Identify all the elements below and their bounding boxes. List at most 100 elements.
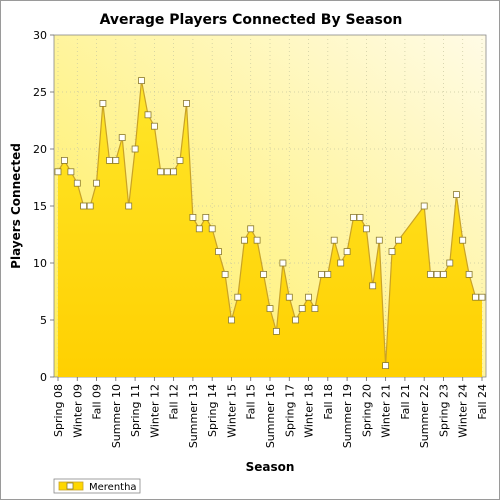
y-tick-label: 25 [33, 86, 47, 99]
data-point [228, 316, 235, 324]
data-point [292, 316, 300, 324]
x-tick-label: Spring 17 [283, 384, 296, 437]
x-tick-label: Spring 20 [360, 384, 373, 437]
data-point [362, 225, 370, 233]
legend-label: Merentha [89, 482, 137, 493]
data-point [266, 305, 274, 313]
data-point [420, 202, 428, 210]
data-point [382, 362, 390, 370]
data-point [118, 134, 126, 142]
data-point [337, 259, 345, 267]
data-point [343, 248, 351, 256]
x-tick-label: Fall 15 [245, 384, 258, 420]
data-point [125, 202, 133, 210]
data-point [253, 236, 261, 244]
x-tick-label: Fall 21 [399, 384, 412, 420]
data-point [170, 168, 178, 176]
data-point [131, 145, 139, 153]
y-tick-label: 10 [33, 257, 47, 270]
y-tick-label: 30 [33, 29, 47, 42]
data-point [93, 179, 100, 187]
x-tick-label: Summer 13 [187, 384, 200, 448]
y-axis-ticks: 0 5 10 15 20 25 30 [33, 29, 54, 384]
y-tick-label: 5 [40, 314, 47, 327]
data-point [112, 156, 120, 164]
data-point [195, 225, 203, 233]
data-point [215, 248, 222, 256]
data-point [465, 270, 473, 278]
data-point [106, 156, 113, 164]
data-point [478, 293, 486, 301]
data-point [54, 168, 62, 176]
y-tick-label: 20 [33, 143, 47, 156]
y-tick-label: 0 [40, 371, 47, 384]
x-tick-label: Fall 24 [476, 384, 489, 420]
data-point [433, 270, 441, 278]
data-point [356, 213, 364, 221]
data-point [99, 100, 107, 107]
x-tick-label: Spring 23 [438, 384, 451, 437]
data-point [150, 122, 158, 130]
data-point [272, 327, 280, 335]
x-tick-label: Winter 18 [303, 384, 316, 438]
data-point [350, 213, 357, 221]
chart-title: Average Players Connected By Season [100, 12, 403, 28]
data-point [330, 236, 338, 244]
x-tick-label: Summer 16 [264, 384, 277, 448]
data-point [324, 270, 332, 278]
data-point [305, 293, 312, 301]
data-point [163, 168, 171, 176]
data-point [183, 100, 190, 107]
data-point [388, 248, 396, 256]
data-point [375, 236, 383, 244]
data-point [427, 270, 434, 278]
data-point [279, 259, 287, 267]
data-point [138, 77, 145, 84]
data-point [61, 156, 68, 164]
data-point [144, 111, 152, 119]
data-point [446, 259, 454, 267]
data-point [67, 168, 75, 176]
x-tick-label: Winter 24 [457, 384, 470, 438]
data-point [285, 293, 293, 301]
data-point [298, 305, 306, 313]
data-point [395, 236, 402, 244]
legend-marker [66, 482, 74, 490]
y-tick-label: 15 [33, 200, 47, 213]
x-axis-title: Season [246, 460, 295, 474]
data-point [240, 236, 248, 244]
data-point [86, 202, 94, 210]
x-tick-label: Summer 10 [110, 384, 123, 448]
x-tick-label: Fall 09 [91, 384, 104, 420]
data-point [189, 213, 197, 221]
data-point [208, 225, 216, 233]
y-axis-title: Players Connected [9, 143, 23, 269]
x-tick-label: Winter 15 [226, 384, 239, 438]
x-tick-label: Summer 22 [418, 384, 431, 448]
data-point [472, 293, 480, 301]
legend: Merentha [53, 478, 141, 494]
x-tick-label: Fall 18 [322, 384, 335, 420]
data-point [459, 236, 467, 244]
x-tick-label: Summer 19 [341, 384, 354, 448]
data-point [369, 282, 377, 290]
data-point [176, 156, 184, 164]
data-point [318, 270, 325, 278]
data-point [73, 179, 81, 187]
data-point [260, 270, 268, 278]
x-tick-label: Spring 08 [52, 384, 65, 437]
x-tick-label: Fall 12 [168, 384, 181, 420]
point-layer [54, 77, 486, 370]
data-point [157, 168, 165, 176]
data-point [452, 191, 460, 199]
data-point [311, 305, 319, 313]
data-point [440, 270, 447, 278]
data-point [80, 202, 87, 210]
data-point [234, 293, 242, 301]
x-tick-label: Winter 09 [71, 384, 84, 438]
data-point [202, 213, 210, 221]
series-area [58, 80, 482, 377]
data-point [221, 270, 229, 278]
